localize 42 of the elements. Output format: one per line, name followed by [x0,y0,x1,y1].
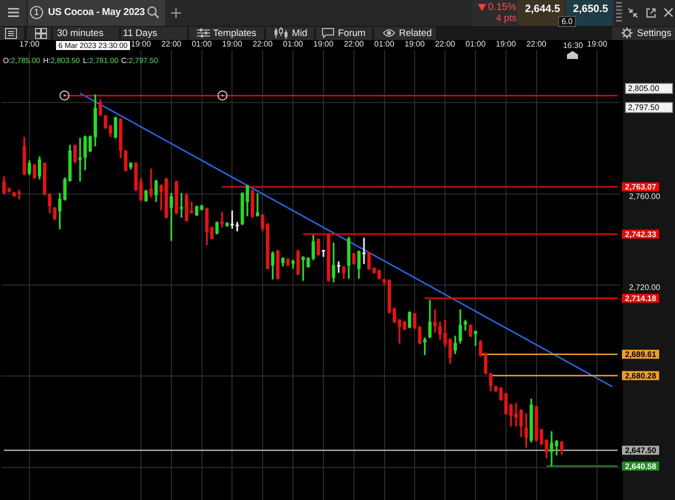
data-label: 2,640.58 [625,462,657,471]
x-tick-label: 01:00 [374,39,395,48]
text: 2,805.00 [625,83,673,94]
x-tick-label: 01:00 [192,39,212,48]
text: 16:30 [561,41,585,50]
x-tick-label: 17:00 [19,39,40,48]
data-label: 2,742.33 [625,230,657,239]
x-tick-label: 22:00 [252,39,274,48]
text: 30 minutes [57,28,104,39]
text: 2,797.50 [628,103,660,112]
x-tick-label: 19:00 [587,39,608,48]
text: Templates [213,28,256,39]
y-tick-label: 2,720.00 [629,283,661,292]
data-label: 2,714.18 [625,294,657,303]
text: 2,644.5 [525,3,560,15]
text: Mid [292,28,308,39]
text: Related [399,28,432,39]
x-tick-label: 19:00 [222,39,243,48]
text: 1 [30,6,43,19]
chart-title: US Cocoa - May 2023 [48,7,145,18]
x-tick-label: 19:00 [404,39,426,48]
x-tick-label: 22:00 [161,39,182,48]
x-tick-label: 19:00 [130,39,152,48]
x-tick-label: 22:00 [435,39,456,48]
x-tick-label: 01:00 [282,39,304,48]
data-label: 2,647.50 [625,446,657,456]
text: 4 pts [496,13,517,24]
x-tick-label: 19:00 [313,39,334,48]
text: 11 Days [123,28,158,39]
data-label: 2,763.07 [625,182,657,192]
text: Forum [338,28,366,39]
x-tick-label: 22:00 [526,39,547,48]
text: 6.0 [558,16,576,27]
y-tick-label: 2,760.00 [629,192,661,202]
text: 2,650.5 [573,3,608,15]
text: 0.15% [488,2,516,13]
data-label: 2,689.61 [625,350,657,360]
text: Settings [637,28,672,39]
x-tick-label: 01:00 [466,39,486,48]
x-tick-label: 19:00 [496,39,516,48]
x-tick-label: 22:00 [344,39,364,48]
data-label: 2,680.28 [625,371,657,380]
